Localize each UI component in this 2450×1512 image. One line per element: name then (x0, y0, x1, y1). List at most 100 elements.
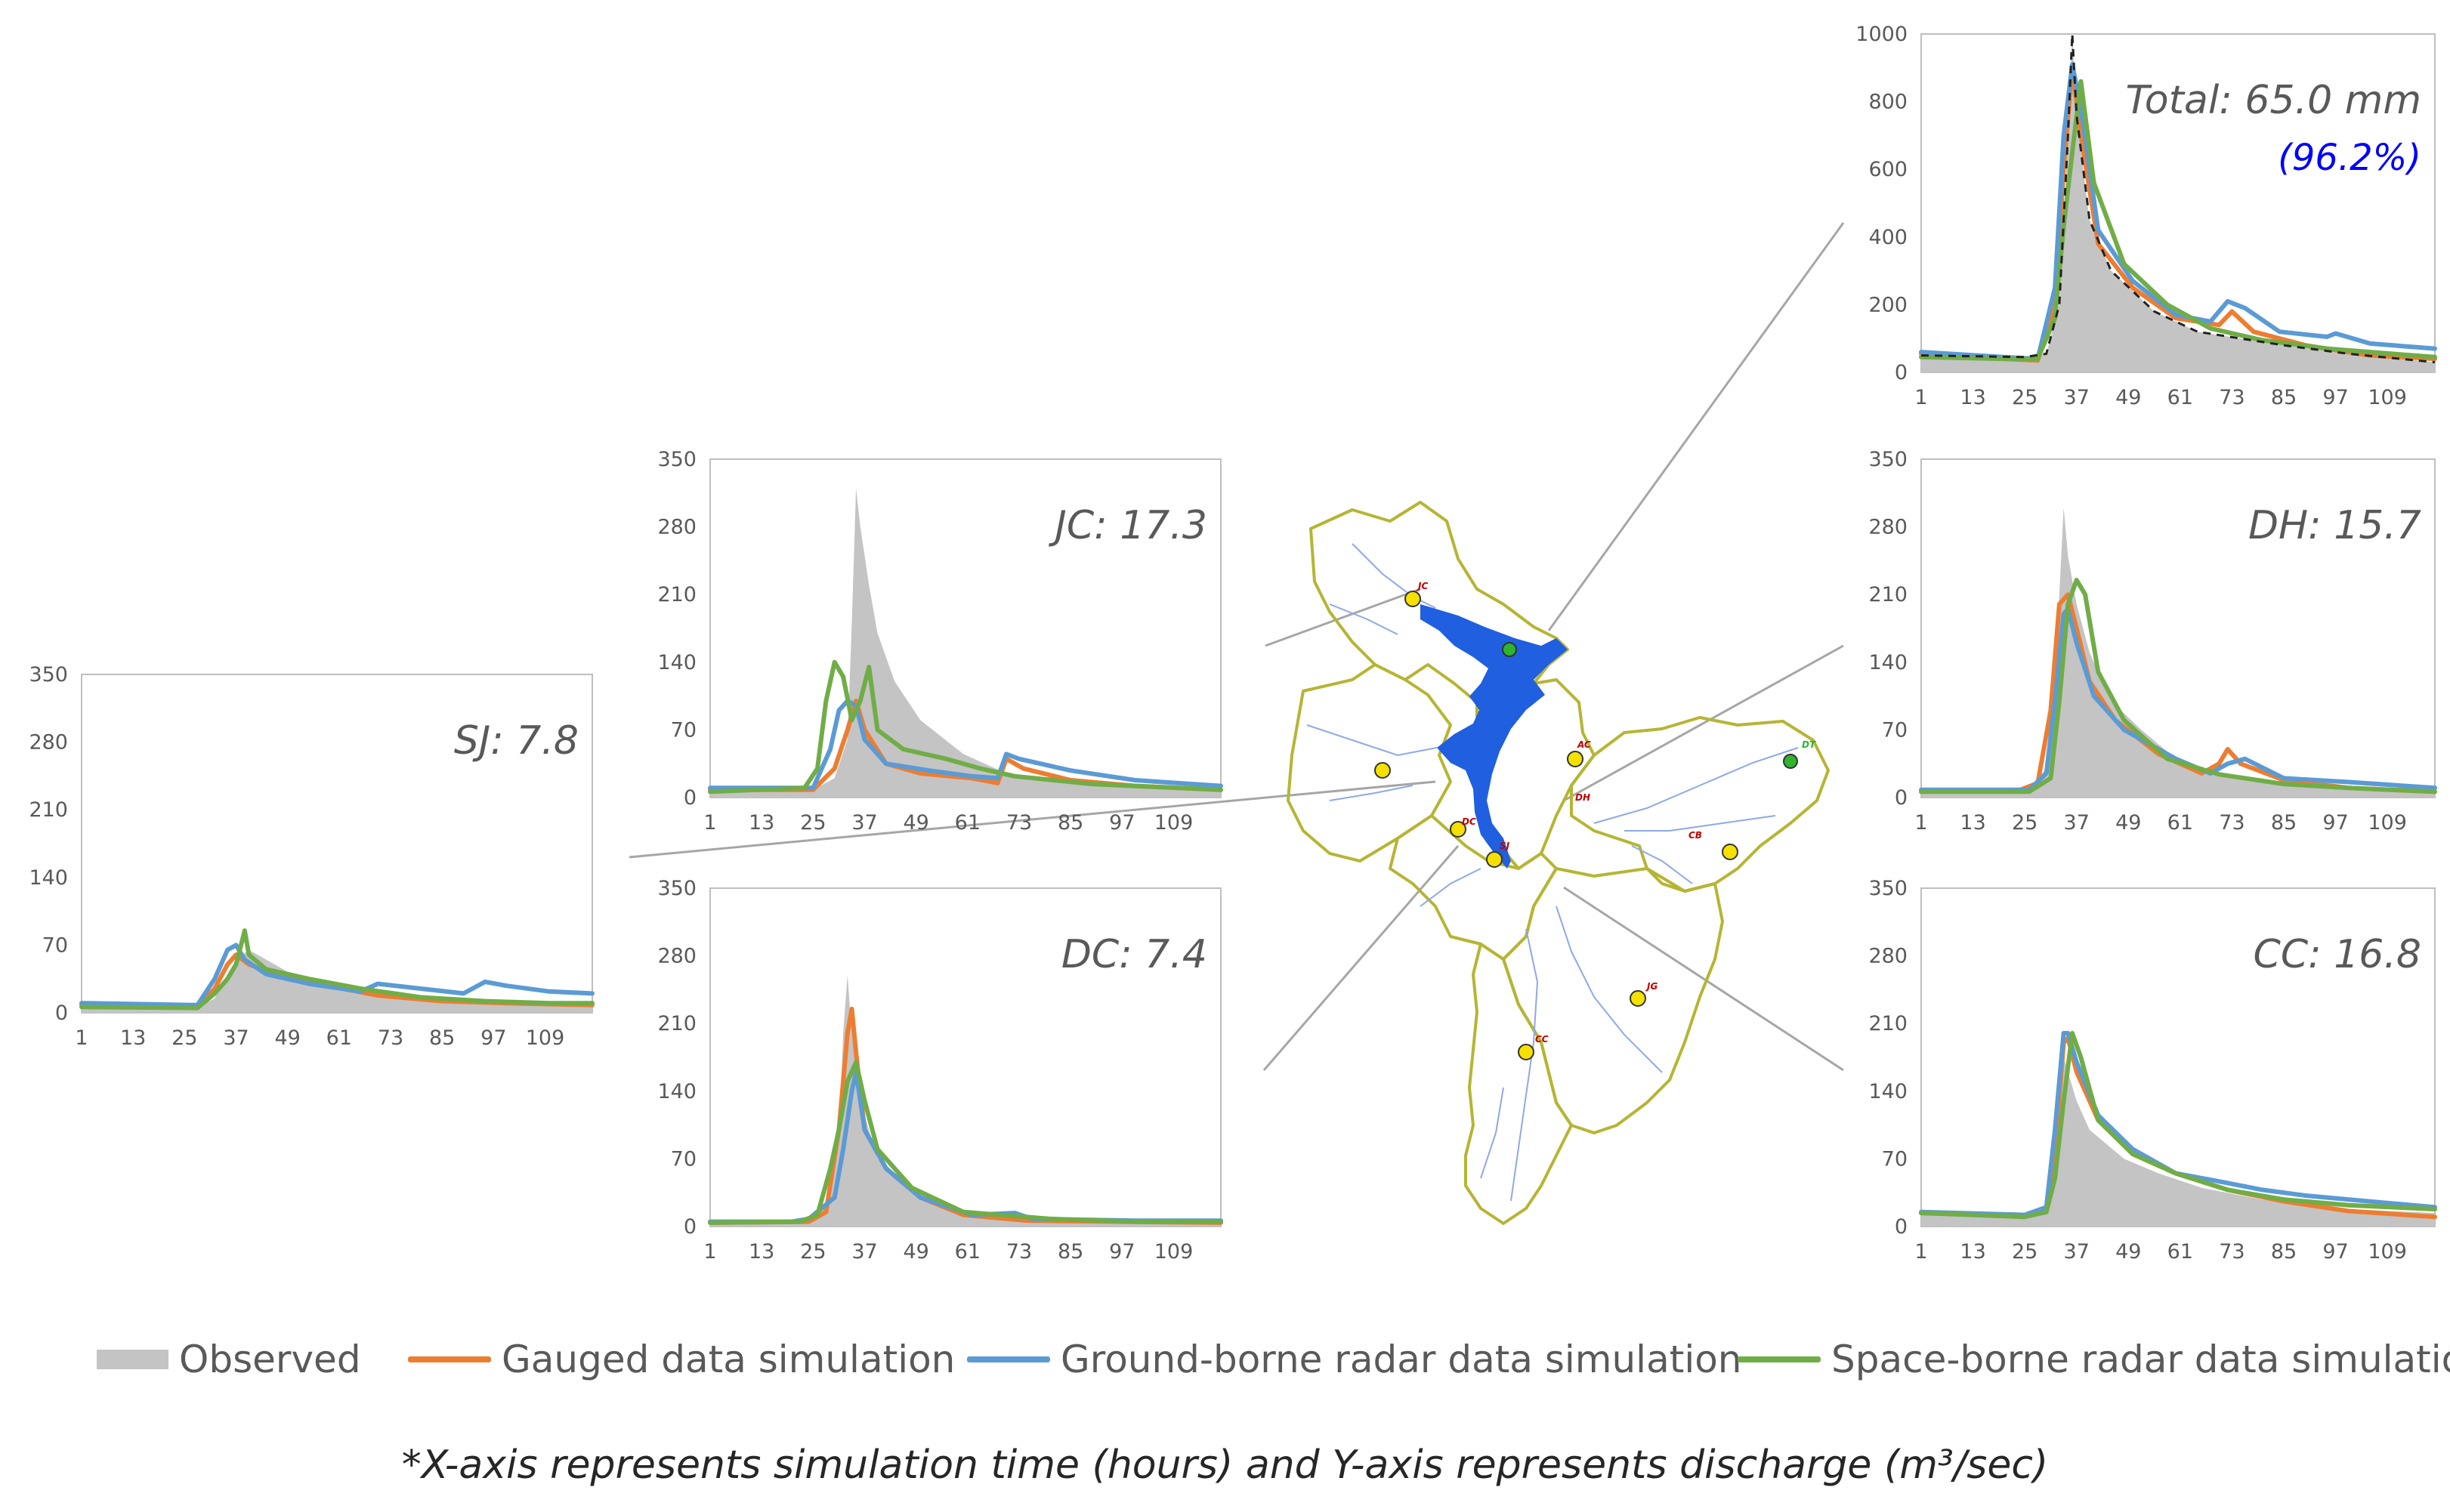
x-tick-label: 1 (1914, 1240, 1927, 1264)
y-tick-label: 210 (1868, 583, 1908, 606)
legend-space-label: Space-borne radar data simulation (1831, 1338, 2450, 1381)
x-tick-label: 37 (851, 811, 877, 835)
y-tick-label: 0 (1895, 1215, 1908, 1239)
series-space (79, 928, 595, 1011)
series-space (1919, 1031, 2437, 1220)
x-tick-label: 25 (800, 1240, 826, 1264)
y-tick-label: 70 (42, 933, 68, 957)
y-tick-label: 280 (1868, 516, 1908, 539)
x-tick-label: 73 (2219, 386, 2245, 409)
y-tick-label: 280 (657, 945, 697, 968)
x-tick-label: 61 (2167, 386, 2193, 409)
connector-lines (629, 222, 1845, 1072)
y-tick-label: 210 (657, 583, 697, 606)
x-tick-label: 73 (1006, 811, 1032, 835)
series-ground (708, 1069, 1223, 1224)
map-station-label: CB (1688, 830, 1702, 841)
chart-annotation: JC: 17.3 (1049, 503, 1207, 548)
x-tick-label: 37 (851, 1240, 877, 1264)
y-tick-label: 210 (657, 1012, 697, 1035)
x-tick-label: 13 (1960, 1240, 1985, 1264)
legend-observed-swatch (97, 1350, 168, 1369)
series-space (1919, 79, 2437, 362)
y-tick-label: 0 (684, 1215, 697, 1239)
x-tick-label: 1 (75, 1026, 88, 1050)
x-tick-label: 85 (2271, 386, 2297, 409)
x-tick-label: 49 (2115, 386, 2141, 409)
stream (1556, 906, 1663, 1073)
y-tick-label: 350 (1868, 877, 1908, 900)
map-station-label: DC (1462, 816, 1476, 827)
footnote: *X-axis represents simulation time (hour… (401, 1443, 2049, 1488)
y-tick-label: 70 (1882, 1147, 1908, 1171)
y-tick-label: 1000 (1855, 23, 1908, 46)
stream (1480, 1087, 1504, 1179)
y-tick-label: 70 (671, 1147, 697, 1171)
connector-jc-top (1265, 588, 1421, 647)
x-tick-label: 109 (1154, 1240, 1194, 1264)
chart-annotation: Total: 65.0 mm (2125, 78, 2421, 123)
x-tick-label: 109 (2368, 1240, 2407, 1264)
y-tick-label: 280 (657, 516, 697, 539)
x-tick-label: 73 (2219, 1240, 2245, 1264)
y-tick-label: 0 (1895, 361, 1908, 384)
sub-basin-5 (1389, 814, 1558, 961)
x-tick-label: 85 (2271, 811, 2297, 835)
sub-basin-4 (1570, 716, 1830, 893)
x-tick-label: 13 (120, 1026, 146, 1050)
stream (1624, 815, 1776, 832)
series-gauged (708, 1007, 1223, 1225)
y-tick-label: 140 (657, 651, 697, 674)
x-tick-label: 85 (1058, 811, 1083, 835)
legend-gauged-label: Gauged data simulation (502, 1338, 956, 1381)
x-tick-label: 61 (955, 811, 981, 835)
x-tick-label: 13 (1960, 811, 1985, 835)
x-tick-label: 49 (2115, 811, 2141, 835)
y-tick-label: 70 (671, 718, 697, 742)
x-tick-label: 61 (2167, 811, 2193, 835)
chart-dh: 0 70 140 210 280 350 1 13 25 37 49 61 73 85 97 109 DH: 1… (1868, 448, 2437, 835)
connector-jc-bottom (629, 780, 1436, 859)
gauge-marker (1518, 1044, 1534, 1060)
stream (1329, 603, 1398, 635)
chart-jc: 0 70 140 210 280 350 1 13 25 37 49 61 73 85 97 109 JC: 1… (657, 448, 1223, 835)
stream (1510, 928, 1539, 1202)
x-tick-label: 85 (1058, 1240, 1083, 1264)
x-tick-label: 49 (903, 1240, 928, 1264)
map-station-label: DT (1802, 739, 1816, 750)
y-tick-label: 0 (55, 1001, 68, 1025)
x-tick-label: 49 (903, 811, 928, 835)
series-ground (708, 699, 1223, 791)
x-tick-label: 61 (2167, 1240, 2193, 1264)
legend-gauged: Gauged data simulation (408, 1329, 955, 1390)
x-tick-label: 1 (703, 1240, 716, 1264)
series-ground (79, 943, 595, 1007)
x-tick-label: 97 (480, 1026, 506, 1050)
legend-gauged-swatch (408, 1356, 491, 1362)
legend-space-swatch (1738, 1356, 1821, 1362)
gauge-markers: JC AC SJ DH DT CB JG CC DC (1374, 581, 1816, 1060)
x-tick-label: 85 (429, 1026, 455, 1050)
series-observed (1921, 508, 2435, 798)
legend: Observed Gauged data simulation Ground-b… (0, 1329, 2450, 1390)
chart-dc: 0 70 140 210 280 350 1 13 25 37 49 61 73 85 97 109 DC: 7… (657, 877, 1223, 1264)
chart-annotation: DC: 7.4 (1061, 932, 1207, 977)
chart-sj: 0 70 140 210 280 350 1 13 25 37 49 61 73 85 97 109 SJ: 7… (29, 663, 595, 1050)
y-tick-label: 350 (29, 663, 68, 687)
chart-annotation: DH: 15.7 (2248, 503, 2421, 548)
stream (1306, 724, 1438, 757)
x-tick-label: 61 (326, 1026, 352, 1050)
series-space (708, 659, 1223, 795)
chart-annotation: CC: 16.8 (2254, 932, 2421, 977)
legend-observed: Observed (97, 1329, 361, 1390)
legend-ground-label: Ground-borne radar data simulation (1061, 1338, 1742, 1381)
x-tick-label: 25 (2012, 386, 2038, 409)
connector-dc (1262, 845, 1460, 1071)
x-tick-label: 109 (2368, 386, 2407, 409)
x-tick-label: 61 (955, 1240, 981, 1264)
x-tick-label: 49 (2115, 1240, 2141, 1264)
chart-total: 0 200 400 600 800 1000 1 13 25 37 49 61 73 85 97 109 Tot… (1855, 23, 2437, 409)
y-tick-label: 350 (657, 877, 697, 900)
